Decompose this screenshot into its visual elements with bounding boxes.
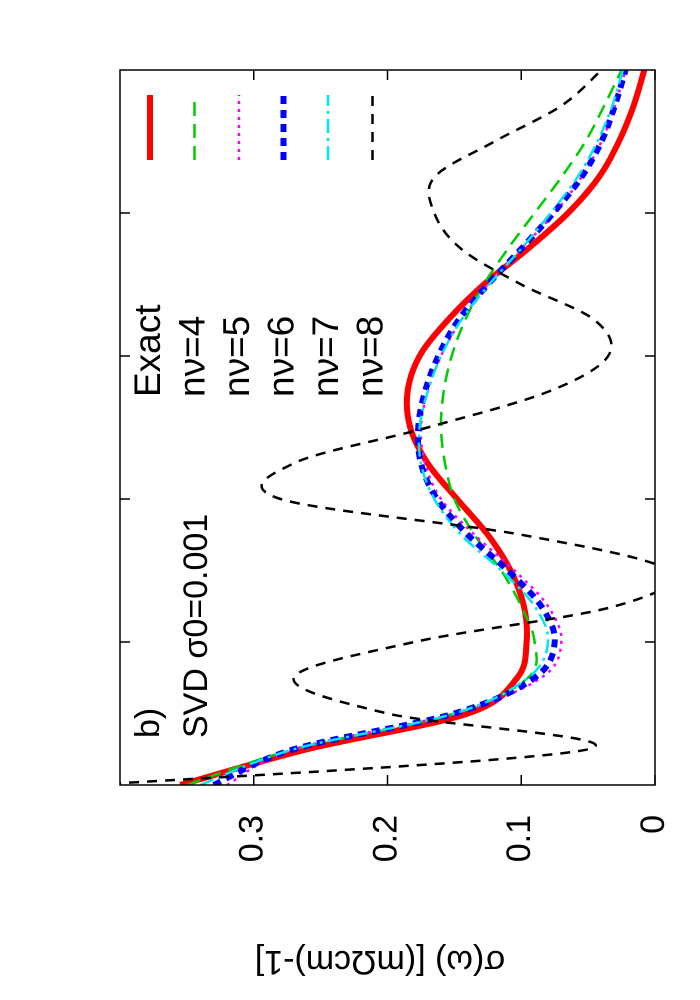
plot-area [120,70,655,785]
series-line [179,70,648,785]
annotation: b) [129,708,167,738]
rotated-chart: σ(ω) [(mΩcm)-1] b) SVD σ0=0.001 0 0.1 0.2 0… [119,69,672,981]
y-axis-label: σ(ω) [(mΩcm)-1] [255,943,505,981]
annotation: SVD σ0=0.001 [177,514,215,738]
series-line [186,70,623,785]
y-tick-label: 0 [634,815,672,834]
y-tick-label: 0.1 [500,815,538,862]
legend-label: nν=4 [171,316,212,397]
series-line [120,70,655,785]
y-tick-label: 0.2 [366,815,404,862]
legend-label: nν=8 [349,316,390,397]
legend-label: Exact [127,304,168,397]
legend-label: nν=6 [260,316,301,397]
legend-label: nν=5 [216,316,257,397]
series-line [199,70,625,785]
plot-frame [119,69,656,786]
legend-label: nν=7 [305,316,346,397]
y-tick-label: 0.3 [233,815,271,862]
